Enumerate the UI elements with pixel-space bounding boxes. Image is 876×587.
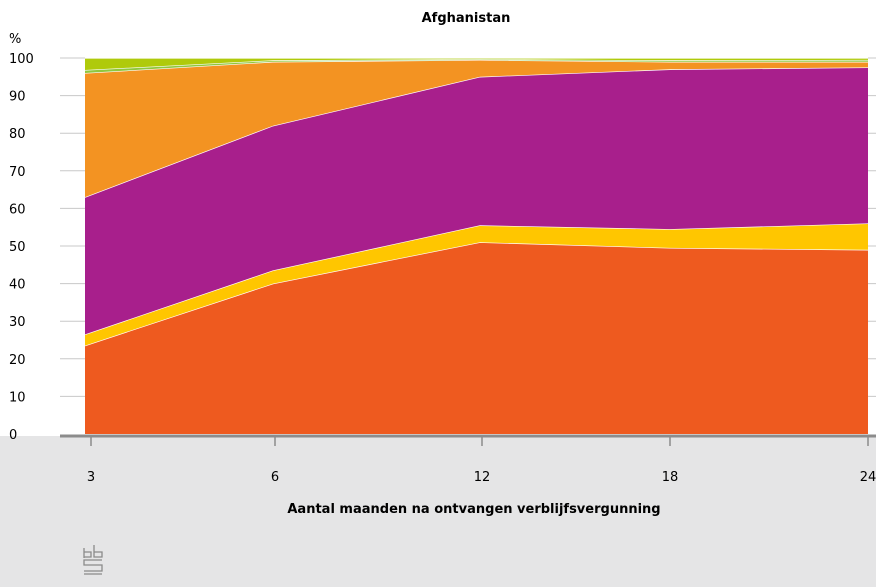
x-axis: 3 6 12 18 24 (60, 434, 876, 485)
footer-panel (0, 436, 876, 587)
cbs-logo-icon (83, 545, 103, 575)
chart-title: Afghanistan (422, 11, 511, 26)
y-tick-label: 70 (9, 165, 26, 180)
y-tick-label: 50 (9, 240, 26, 255)
area-series-4 (85, 59, 868, 198)
y-tick-label: 30 (9, 315, 26, 330)
x-axis-title: Aantal maanden na ontvangen verblijfsver… (287, 502, 660, 517)
x-tick-label: 18 (662, 470, 679, 485)
y-tick-label: 80 (9, 127, 26, 142)
y-tick-label: 40 (9, 278, 26, 293)
x-tick-label: 3 (87, 470, 95, 485)
area-series (84, 57, 869, 434)
y-tick-label: 100 (9, 52, 34, 67)
x-tick-label: 6 (271, 470, 279, 485)
area-series-6 (85, 58, 868, 70)
y-tick-label: 0 (9, 428, 17, 443)
area-series-3 (85, 67, 868, 335)
y-tick-label: 90 (9, 90, 26, 105)
y-tick-label: 10 (9, 390, 26, 405)
y-unit-label: % (9, 32, 21, 47)
area-series-2 (85, 223, 868, 346)
x-tick-label: 12 (474, 470, 491, 485)
y-axis: 0 10 20 30 40 50 60 70 80 90 100 (9, 52, 34, 443)
area-series-1 (85, 242, 868, 434)
y-tick-label: 60 (9, 202, 26, 217)
y-tick-label: 20 (9, 353, 26, 368)
x-tick-label: 24 (860, 470, 876, 485)
